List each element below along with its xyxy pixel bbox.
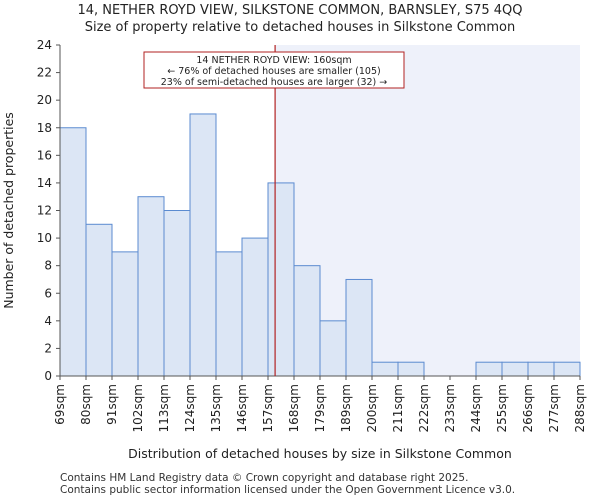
x-tick-label: 255sqm bbox=[495, 384, 509, 432]
x-tick-label: 102sqm bbox=[131, 384, 145, 432]
bar bbox=[397, 361, 425, 377]
y-tick-label: 0 bbox=[44, 369, 52, 383]
y-tick-label: 24 bbox=[37, 38, 52, 52]
x-tick-label: 124sqm bbox=[183, 384, 197, 432]
y-tick-label: 22 bbox=[37, 66, 52, 80]
y-tick-label: 2 bbox=[44, 341, 52, 355]
x-tick-label: 189sqm bbox=[339, 384, 353, 432]
y-tick-label: 10 bbox=[37, 231, 52, 245]
x-tick-label: 277sqm bbox=[547, 384, 561, 432]
x-tick-label: 179sqm bbox=[313, 384, 327, 432]
y-tick-label: 8 bbox=[44, 259, 52, 273]
footer-copyright: Contains HM Land Registry data © Crown c… bbox=[60, 472, 469, 484]
x-tick-label: 233sqm bbox=[443, 384, 457, 432]
x-tick-label: 168sqm bbox=[287, 384, 301, 432]
x-tick-label: 222sqm bbox=[417, 384, 431, 432]
x-tick-label: 288sqm bbox=[573, 384, 587, 432]
bar bbox=[501, 361, 529, 377]
y-tick-label: 14 bbox=[37, 176, 52, 190]
bar bbox=[241, 237, 269, 377]
annotation-text: ← 76% of detached houses are smaller (10… bbox=[167, 66, 380, 77]
annotation-box bbox=[143, 51, 405, 89]
bar bbox=[371, 361, 399, 377]
bar bbox=[163, 210, 191, 377]
bar bbox=[189, 113, 217, 377]
bar bbox=[267, 182, 295, 377]
bar bbox=[319, 320, 347, 377]
bar bbox=[111, 251, 139, 377]
y-tick-label: 6 bbox=[44, 286, 52, 300]
footer-licence: Contains public sector information licen… bbox=[60, 484, 516, 496]
bar bbox=[215, 251, 243, 377]
x-axis-label: Distribution of detached houses by size … bbox=[128, 446, 512, 461]
x-tick-label: 80sqm bbox=[79, 384, 93, 425]
y-axis-label: Number of detached properties bbox=[1, 112, 16, 309]
bar bbox=[85, 223, 113, 377]
y-tick-label: 20 bbox=[37, 93, 52, 107]
annotation-text: 14 NETHER ROYD VIEW: 160sqm bbox=[196, 55, 351, 66]
annotation-text: 23% of semi-detached houses are larger (… bbox=[161, 77, 388, 88]
x-tick-label: 244sqm bbox=[469, 384, 483, 432]
x-tick-label: 135sqm bbox=[209, 384, 223, 432]
x-tick-label: 211sqm bbox=[391, 384, 405, 432]
bar bbox=[553, 361, 581, 377]
chart-title: 14, NETHER ROYD VIEW, SILKSTONE COMMON, … bbox=[77, 3, 523, 18]
bar bbox=[137, 196, 165, 377]
x-tick-label: 69sqm bbox=[53, 384, 67, 425]
bar bbox=[527, 361, 555, 377]
y-tick-label: 4 bbox=[44, 314, 52, 328]
x-tick-label: 146sqm bbox=[235, 384, 249, 432]
y-tick-label: 16 bbox=[37, 148, 52, 162]
x-tick-label: 157sqm bbox=[261, 384, 275, 432]
bar bbox=[59, 127, 87, 377]
y-tick-label: 12 bbox=[37, 204, 52, 218]
bar bbox=[345, 278, 373, 377]
x-tick-label: 200sqm bbox=[365, 384, 379, 432]
chart-subtitle: Size of property relative to detached ho… bbox=[84, 20, 516, 35]
x-tick-label: 91sqm bbox=[105, 384, 119, 425]
bar bbox=[475, 361, 503, 377]
y-tick-label: 18 bbox=[37, 121, 52, 135]
x-tick-label: 266sqm bbox=[521, 384, 535, 432]
bar bbox=[293, 265, 321, 377]
x-tick-label: 113sqm bbox=[157, 384, 171, 432]
